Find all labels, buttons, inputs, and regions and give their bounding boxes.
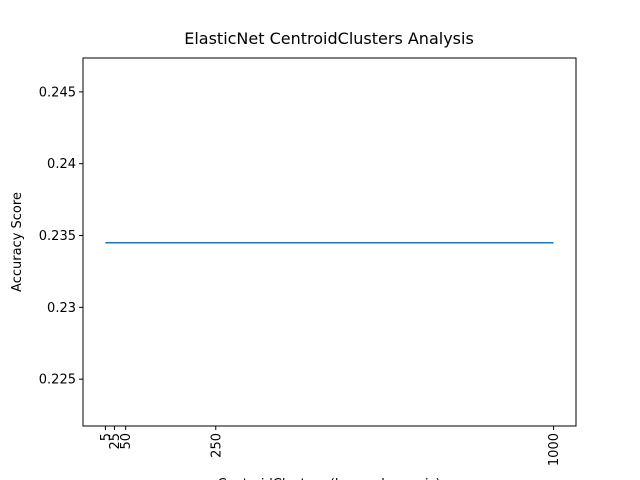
x-tick-label: 50 [119,433,134,450]
y-tick-label: 0.23 [47,301,76,316]
y-axis-label: Accuracy Score [10,192,25,292]
y-tick-label: 0.245 [39,85,76,100]
y-tick-label: 0.24 [47,157,76,172]
x-tick-label: 250 [209,433,224,458]
x-axis-label: CentroidClusters (log-scale x-axis) [217,477,440,480]
y-tick-label: 0.235 [39,229,76,244]
x-tick-label: 5 [99,433,114,441]
x-tick-label: 1000 [547,433,562,466]
plot-frame [82,57,577,427]
y-tick-label: 0.225 [39,373,76,388]
x-tick-label: 25 [108,433,123,450]
chart-title: ElasticNet CentroidClusters Analysis [184,29,474,48]
